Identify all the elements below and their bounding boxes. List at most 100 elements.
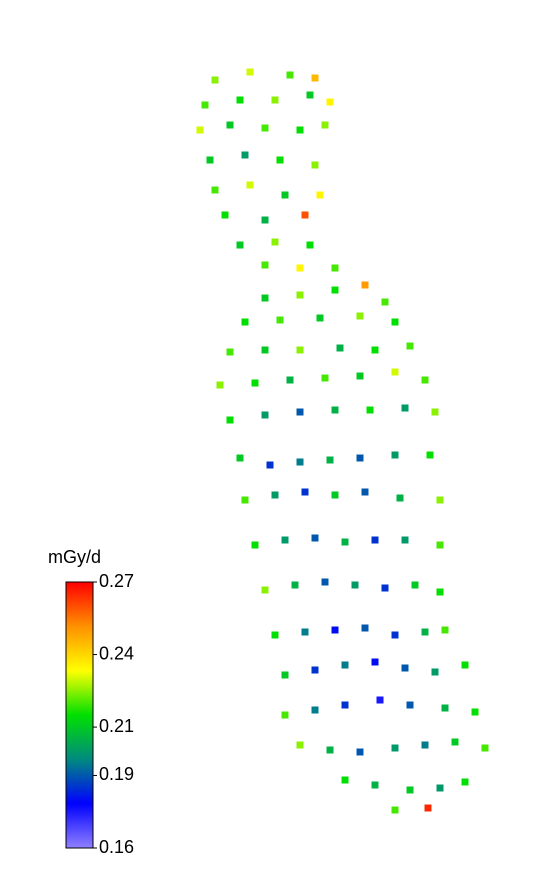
dose-point: [431, 668, 439, 676]
dose-point: [291, 581, 299, 589]
dose-point: [311, 161, 319, 169]
dose-point: [281, 536, 289, 544]
dose-point: [341, 701, 349, 709]
dose-point: [391, 631, 399, 639]
dose-point: [206, 156, 214, 164]
dose-point: [401, 404, 409, 412]
dose-point: [376, 696, 384, 704]
dose-point: [311, 666, 319, 674]
dose-point: [326, 746, 334, 754]
dose-point: [296, 291, 304, 299]
dose-point: [311, 74, 319, 82]
dose-point: [361, 281, 369, 289]
dose-point: [301, 211, 309, 219]
dose-point: [436, 496, 444, 504]
dose-point: [241, 318, 249, 326]
colorbar-tick-label: 0.27: [99, 571, 134, 591]
dose-point: [391, 744, 399, 752]
dose-point: [421, 628, 429, 636]
dose-point: [436, 588, 444, 596]
dose-point: [296, 264, 304, 272]
dose-point: [261, 294, 269, 302]
dose-point: [211, 76, 219, 84]
dose-point: [261, 346, 269, 354]
dose-point: [311, 706, 319, 714]
dose-point: [326, 456, 334, 464]
dose-point: [391, 318, 399, 326]
dose-point: [461, 661, 469, 669]
dose-point: [356, 748, 364, 756]
dose-point: [226, 121, 234, 129]
dose-point: [241, 151, 249, 159]
dose-point: [221, 211, 229, 219]
dose-point: [411, 581, 419, 589]
dose-point: [276, 316, 284, 324]
dose-point: [286, 376, 294, 384]
dose-point: [296, 346, 304, 354]
dose-point: [461, 778, 469, 786]
dose-point: [396, 494, 404, 502]
dose-point: [296, 126, 304, 134]
dose-point: [226, 348, 234, 356]
dose-point: [271, 491, 279, 499]
dose-point: [426, 451, 434, 459]
dose-point: [451, 738, 459, 746]
dose-point: [361, 488, 369, 496]
dose-point: [311, 534, 319, 542]
dose-point: [246, 181, 254, 189]
dose-point: [316, 314, 324, 322]
dose-point: [424, 804, 432, 812]
dose-point: [266, 461, 274, 469]
colorbar-label: mGy/d: [48, 547, 101, 567]
dose-point: [196, 126, 204, 134]
dose-point: [371, 781, 379, 789]
dose-point: [361, 624, 369, 632]
dose-point: [271, 96, 279, 104]
dose-point: [236, 454, 244, 462]
dose-point: [281, 671, 289, 679]
dose-point: [391, 806, 399, 814]
colorbar-tick-label: 0.16: [99, 837, 134, 857]
dose-point: [326, 98, 334, 106]
colorbar-tick-label: 0.24: [99, 643, 134, 663]
dose-point: [436, 784, 444, 792]
dose-point: [286, 71, 294, 79]
dose-point: [261, 216, 269, 224]
dose-point: [306, 91, 314, 99]
dose-point: [331, 491, 339, 499]
dose-point: [341, 538, 349, 546]
dose-point: [356, 372, 364, 380]
dose-point: [481, 744, 489, 752]
dose-point: [216, 381, 224, 389]
dose-point: [441, 626, 449, 634]
dose-point: [401, 664, 409, 672]
colorbar-tick-label: 0.19: [99, 764, 134, 784]
dose-point: [241, 496, 249, 504]
colorbar: [65, 581, 94, 849]
dose-point: [371, 346, 379, 354]
dose-point: [356, 454, 364, 462]
dose-point: [401, 536, 409, 544]
dose-point: [301, 628, 309, 636]
dose-point: [261, 411, 269, 419]
dose-point: [211, 186, 219, 194]
dose-point: [296, 408, 304, 416]
dose-point: [406, 342, 414, 350]
dose-point: [341, 661, 349, 669]
dose-point: [271, 238, 279, 246]
dose-point: [366, 406, 374, 414]
dose-point: [351, 581, 359, 589]
dose-point: [281, 711, 289, 719]
dose-point: [406, 786, 414, 794]
dose-point: [331, 406, 339, 414]
dose-point: [226, 416, 234, 424]
dose-point: [236, 96, 244, 104]
dose-point: [306, 241, 314, 249]
dose-point: [316, 191, 324, 199]
colorbar-tick-label: 0.21: [99, 716, 134, 736]
dose-point: [236, 241, 244, 249]
dose-point: [371, 658, 379, 666]
dose-point: [441, 704, 449, 712]
dose-point: [301, 488, 309, 496]
